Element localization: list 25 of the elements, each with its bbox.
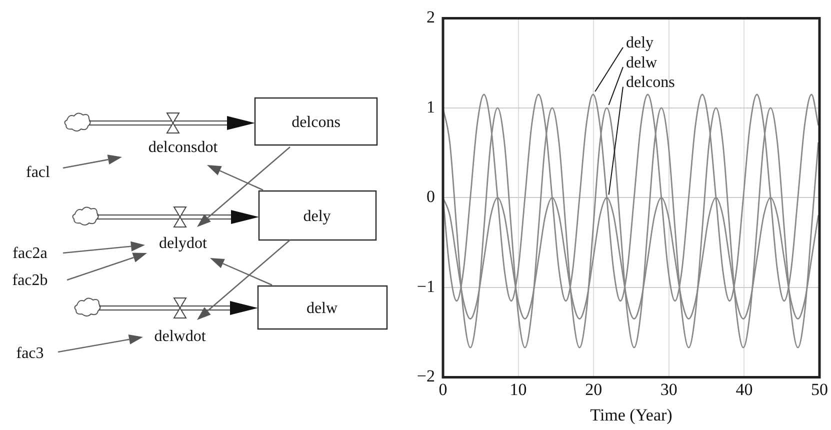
text: fac3 [16, 345, 44, 362]
text: fac2a [12, 245, 48, 262]
text: delwdot [154, 328, 206, 345]
y-tick-label: 0 [426, 187, 435, 206]
x-axis-title: Time (Year) [590, 405, 672, 424]
text: delw [626, 54, 658, 72]
x-tick-label: 50 [811, 380, 828, 399]
text: facl [26, 164, 51, 181]
x-tick-label: 0 [438, 380, 448, 399]
text: delcons [626, 74, 675, 92]
x-tick-label: 20 [585, 380, 602, 399]
text: delconsdot [148, 139, 218, 156]
y-tick-label: −1 [416, 276, 435, 296]
text: delcons [292, 114, 340, 131]
x-tick-label: 10 [510, 380, 527, 399]
text: dely [303, 208, 331, 225]
text: dely [626, 34, 654, 52]
x-tick-label: 40 [736, 380, 753, 399]
y-tick-label: −2 [416, 366, 435, 386]
text: fac2b [12, 272, 48, 289]
text: delw [306, 300, 338, 317]
text: delydot [159, 235, 208, 252]
y-tick-label: 1 [426, 97, 435, 116]
y-tick-label: 2 [426, 8, 435, 27]
x-tick-label: 30 [660, 380, 678, 399]
